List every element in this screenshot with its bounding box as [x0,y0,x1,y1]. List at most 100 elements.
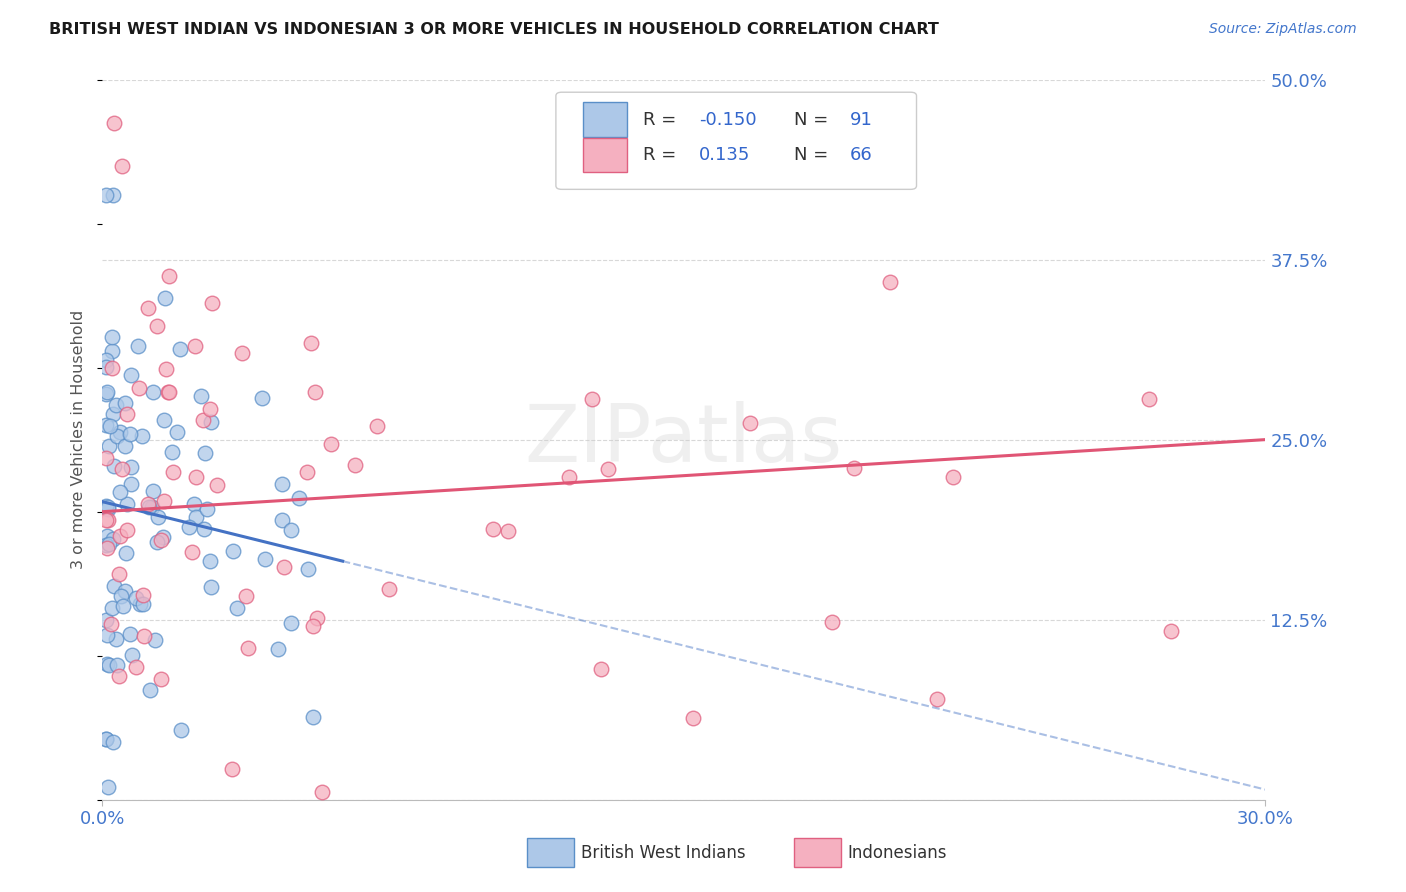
Text: British West Indians: British West Indians [581,844,745,862]
Point [295,465,318,479]
Point [180,545,202,559]
Point [94,538,117,552]
Point [184,470,207,484]
Point [96,529,118,543]
Point [97,780,120,794]
Point [927,692,949,706]
Point [121,648,143,663]
Point [157,384,180,399]
FancyBboxPatch shape [555,92,917,189]
Point [150,533,173,548]
Point [302,618,325,632]
Point [305,611,328,625]
Point [96,628,118,642]
Point [129,598,152,612]
Point [117,524,139,538]
Point [101,188,124,202]
Point [190,389,212,403]
Point [125,660,148,674]
Point [302,709,325,723]
Point [104,632,127,647]
Point [738,416,761,430]
Text: N =: N = [794,111,834,128]
Point [128,381,150,395]
Point [152,530,174,544]
Text: ZIPatlas: ZIPatlas [524,401,844,479]
Point [94,732,117,747]
Point [179,520,201,534]
Point [581,392,603,406]
Point [498,524,520,538]
Point [153,494,176,508]
Point [942,469,965,483]
Point [304,385,326,400]
Point [821,615,844,629]
Point [97,438,120,452]
Point [125,591,148,605]
Text: BRITISH WEST INDIAN VS INDONESIAN 3 OR MORE VEHICLES IN HOUSEHOLD CORRELATION CH: BRITISH WEST INDIAN VS INDONESIAN 3 OR M… [49,22,939,37]
Point [160,445,183,459]
Point [842,461,865,475]
Point [250,391,273,405]
Point [115,497,138,511]
Point [132,597,155,611]
Point [143,633,166,648]
Point [100,616,122,631]
Point [557,470,579,484]
Point [184,509,207,524]
Point [94,499,117,513]
Point [110,159,132,173]
Point [166,425,188,439]
Point [97,501,120,516]
Point [98,657,121,672]
Point [1137,392,1160,406]
Point [115,546,138,560]
Point [231,346,253,360]
Point [155,362,177,376]
Point [103,116,125,130]
Point [153,291,176,305]
Point [94,513,117,527]
Text: 66: 66 [851,145,873,164]
Point [221,544,243,558]
FancyBboxPatch shape [582,137,627,172]
Point [138,497,160,511]
Text: Indonesians: Indonesians [848,844,948,862]
Point [879,275,901,289]
Text: R =: R = [643,145,688,164]
Point [108,529,131,543]
Point [288,491,311,505]
Point [94,417,117,432]
Point [103,407,125,421]
Point [150,673,173,687]
Point [273,559,295,574]
Point [96,657,118,672]
Text: R =: R = [643,111,682,128]
Point [170,723,193,738]
Point [146,319,169,334]
Point [114,439,136,453]
Point [221,762,243,776]
Point [142,384,165,399]
Point [200,554,222,568]
Point [134,629,156,643]
Text: 91: 91 [851,111,873,128]
Point [157,385,180,400]
Point [96,732,118,747]
Point [321,437,343,451]
Text: 0.135: 0.135 [699,145,751,164]
Point [253,552,276,566]
Point [146,534,169,549]
Point [136,301,159,315]
Point [141,500,163,514]
Point [236,640,259,655]
Point [120,460,142,475]
Point [183,339,205,353]
Point [94,360,117,375]
Point [271,513,294,527]
Point [598,462,620,476]
FancyBboxPatch shape [582,103,627,136]
Point [378,582,401,596]
Point [118,427,141,442]
Point [157,269,180,284]
